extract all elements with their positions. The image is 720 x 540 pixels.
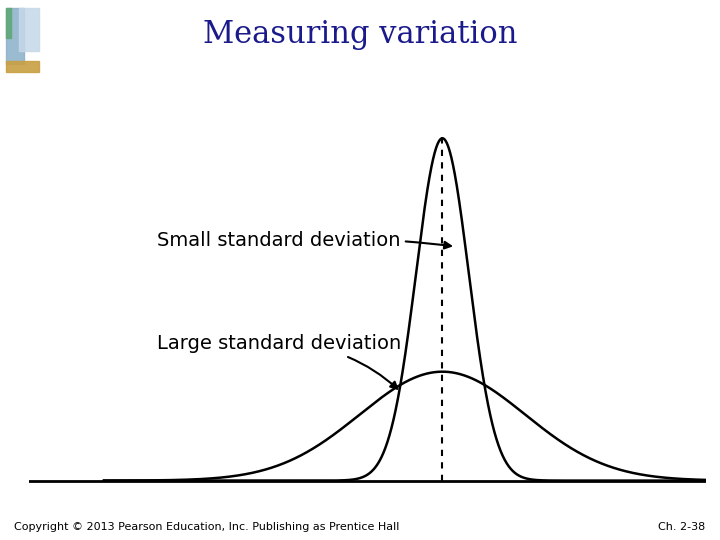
Bar (19, 8, 40, 51)
Bar (6, 8, 24, 64)
Text: Small standard deviation: Small standard deviation (157, 232, 451, 251)
Bar (6, 61, 39, 72)
Text: Copyright © 2013 Pearson Education, Inc. Publishing as Prentice Hall: Copyright © 2013 Pearson Education, Inc.… (14, 522, 400, 532)
Text: Measuring variation: Measuring variation (203, 18, 517, 50)
Text: Large standard deviation: Large standard deviation (157, 334, 401, 389)
Text: Ch. 2-38: Ch. 2-38 (658, 522, 706, 532)
Bar (6, 8, 11, 38)
